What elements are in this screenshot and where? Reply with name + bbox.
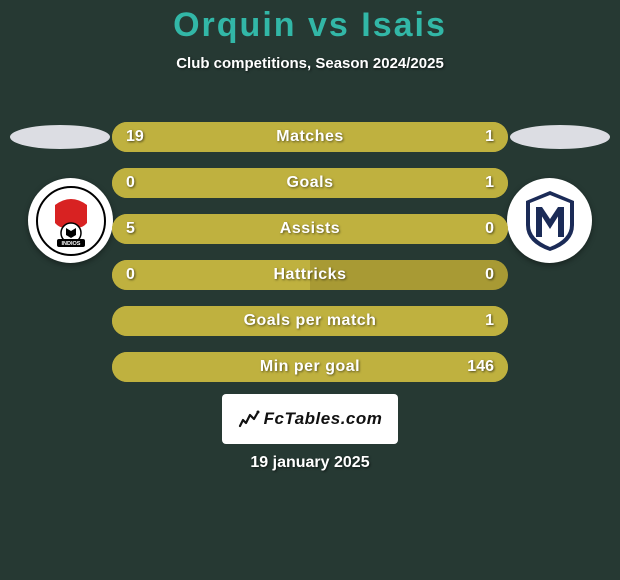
stat-row-min-per-goal: Min per goal146: [112, 352, 508, 382]
stat-row-hattricks: Hattricks0 0: [112, 260, 508, 290]
page-title: Orquin vs Isais: [0, 0, 620, 45]
fctables-watermark: FcTables.com: [222, 394, 398, 444]
stat-row-goals: Goals0 1: [112, 168, 508, 198]
stat-label: Assists: [112, 214, 508, 244]
stat-value-left: 0: [126, 260, 135, 290]
stat-row-matches: Matches19 1: [112, 122, 508, 152]
date-label: 19 january 2025: [0, 454, 620, 472]
fctables-text: FcTables.com: [264, 409, 383, 429]
stat-value-left: 0: [126, 168, 135, 198]
stat-value-left: 19: [126, 122, 144, 152]
stat-label: Goals per match: [112, 306, 508, 336]
stat-value-right: 1: [485, 168, 494, 198]
title-vs: vs: [297, 6, 362, 44]
svg-text:INDIOS: INDIOS: [61, 241, 80, 247]
stat-label: Goals: [112, 168, 508, 198]
team-left-badge: INDIOS: [28, 178, 113, 263]
stat-value-right: 1: [485, 306, 494, 336]
fctables-logo-icon: [238, 408, 260, 430]
content-frame: Orquin vs Isais Club competitions, Seaso…: [0, 0, 620, 580]
stat-value-left: 5: [126, 214, 135, 244]
stat-value-right: 0: [485, 214, 494, 244]
stat-value-right: 0: [485, 260, 494, 290]
subtitle: Club competitions, Season 2024/2025: [0, 55, 620, 72]
stat-row-goals-per-match: Goals per match1: [112, 306, 508, 336]
team-right-badge: [507, 178, 592, 263]
title-player2: Isais: [361, 6, 447, 44]
team-left-logo-icon: INDIOS: [35, 185, 107, 257]
team-right-logo-icon: [514, 185, 586, 257]
stat-value-right: 146: [467, 352, 494, 382]
comparison-chart: Matches191Goals01Assists50Hattricks00Goa…: [112, 122, 508, 398]
stat-label: Hattricks: [112, 260, 508, 290]
player-left-ellipse: [10, 125, 110, 149]
stat-label: Matches: [112, 122, 508, 152]
title-player1: Orquin: [173, 6, 296, 44]
stat-value-right: 1: [485, 122, 494, 152]
stat-label: Min per goal: [112, 352, 508, 382]
stat-row-assists: Assists5 0: [112, 214, 508, 244]
player-right-ellipse: [510, 125, 610, 149]
